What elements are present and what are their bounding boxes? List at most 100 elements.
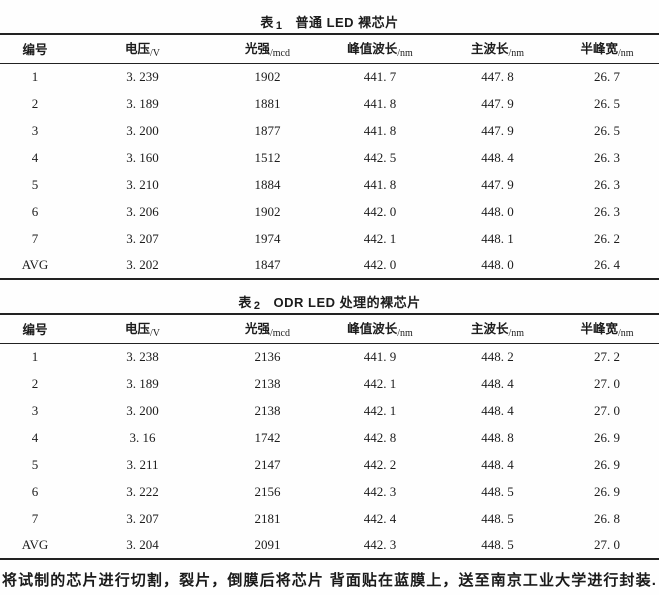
column-unit: /nm bbox=[617, 48, 634, 60]
table-cell: 2091 bbox=[254, 537, 281, 552]
table-cell: 3. 210 bbox=[126, 176, 159, 192]
table-cell: 26. 3 bbox=[594, 176, 620, 192]
table-ordinary-led: 编号 电压/V 光强/mcd 峰值波长/nm 主波长/nm 半峰宽/nm 1 3. 239 1… bbox=[0, 33, 659, 280]
table-cell: 442. 3 bbox=[363, 537, 397, 552]
table-cell: 442. 1 bbox=[363, 375, 397, 391]
table-cell: 3. 238 bbox=[126, 348, 159, 364]
column-unit: /mcd bbox=[270, 328, 290, 340]
column-header: 光强/mcd bbox=[215, 34, 320, 64]
table-cell: 3. 211 bbox=[126, 456, 159, 472]
column-header: 主波长/nm bbox=[440, 34, 555, 64]
table-row: 6 3. 222 2156 442. 3 448. 5 26. 9 bbox=[0, 478, 659, 505]
table-cell: 441. 9 bbox=[363, 348, 397, 364]
table-cell: 1512 bbox=[254, 149, 281, 165]
table-cell: 448. 8 bbox=[481, 429, 514, 445]
table-cell: 3. 202 bbox=[126, 257, 159, 272]
table-cell: 27. 2 bbox=[594, 348, 620, 364]
table-cell: 442. 4 bbox=[363, 510, 397, 526]
table-row: 1 3. 239 1902 441. 7 447. 8 26. 7 bbox=[0, 63, 659, 90]
table-cell: 2138 bbox=[254, 375, 281, 391]
table-cell: 26. 5 bbox=[594, 122, 620, 138]
column-header: 半峰宽/nm bbox=[555, 314, 659, 344]
table-row: 7 3. 207 1974 442. 1 448. 1 26. 2 bbox=[0, 225, 659, 252]
table-cell: 2156 bbox=[254, 483, 281, 499]
table-cell: 447. 9 bbox=[481, 95, 514, 111]
table-cell: 26. 3 bbox=[594, 203, 620, 219]
table-cell: 3. 206 bbox=[126, 203, 159, 219]
table-row: 4 3. 16 1742 442. 8 448. 8 26. 9 bbox=[0, 424, 659, 451]
table-cell: 3. 239 bbox=[126, 68, 159, 84]
column-header: 电压/V bbox=[70, 314, 215, 344]
table-cell: 26. 5 bbox=[594, 95, 620, 111]
table-cell: 26. 4 bbox=[594, 257, 620, 272]
column-label: 电压 bbox=[124, 42, 150, 57]
table-cell: 4 bbox=[31, 429, 39, 445]
column-header: 电压/V bbox=[70, 34, 215, 64]
table1-title-text: 普通 LED 裸芯片 bbox=[295, 15, 399, 30]
column-unit: /V bbox=[150, 328, 160, 340]
column-header: 编号 bbox=[0, 314, 70, 344]
table-cell: 2136 bbox=[254, 348, 281, 364]
body-text-left-column: 将试制的芯片进行切割，裂片，倒膜后将芯片 bbox=[2, 572, 325, 589]
table-row: AVG 3. 202 1847 442. 0 448. 0 26. 4 bbox=[0, 252, 659, 279]
table-cell: 447. 9 bbox=[481, 176, 514, 192]
table-cell: 1 bbox=[31, 68, 39, 84]
table-cell: 442. 2 bbox=[363, 456, 397, 472]
table2-title-prefix: 表 bbox=[238, 295, 252, 310]
table-cell: 1902 bbox=[254, 203, 281, 219]
column-header: 峰值波长/nm bbox=[320, 34, 440, 64]
column-header: 光强/mcd bbox=[215, 314, 320, 344]
table-cell: 442. 5 bbox=[363, 149, 397, 165]
table-cell: 448. 5 bbox=[481, 510, 514, 526]
table-cell: 442. 0 bbox=[363, 203, 397, 219]
table-cell: 447. 9 bbox=[481, 122, 514, 138]
table-cell: 441. 8 bbox=[363, 95, 397, 111]
column-unit: /nm bbox=[617, 328, 634, 340]
table-cell: 27. 0 bbox=[594, 402, 620, 418]
table-cell: 3. 204 bbox=[126, 537, 159, 552]
column-label: 主波长 bbox=[470, 42, 509, 57]
table-cell: 26. 8 bbox=[594, 510, 620, 526]
table-cell: 441. 8 bbox=[363, 176, 397, 192]
table-row: 6 3. 206 1902 442. 0 448. 0 26. 3 bbox=[0, 198, 659, 225]
table-row: AVG 3. 204 2091 442. 3 448. 5 27. 0 bbox=[0, 532, 659, 559]
table-odr-led: 编号 电压/V 光强/mcd 峰值波长/nm 主波长/nm 半峰宽/nm 1 3. 238 2… bbox=[0, 313, 659, 560]
table-cell: 26. 2 bbox=[594, 230, 620, 246]
table-header-row: 编号 电压/V 光强/mcd 峰值波长/nm 主波长/nm 半峰宽/nm bbox=[0, 34, 659, 64]
table-row: 2 3. 189 2138 442. 1 448. 4 27. 0 bbox=[0, 370, 659, 397]
table-cell: 3. 200 bbox=[126, 122, 159, 138]
table-cell: 3. 16 bbox=[129, 429, 156, 445]
column-unit: /nm bbox=[397, 48, 413, 60]
column-label: 峰值波长 bbox=[347, 42, 398, 57]
column-unit: /nm bbox=[508, 48, 525, 60]
column-unit: /mcd bbox=[270, 48, 290, 60]
column-label: 半峰宽 bbox=[580, 42, 618, 57]
table-cell: 448. 4 bbox=[481, 149, 514, 165]
table-cell: AVG bbox=[21, 257, 49, 272]
table-row: 2 3. 189 1881 441. 8 447. 9 26. 5 bbox=[0, 90, 659, 117]
table-cell: 5 bbox=[31, 456, 39, 472]
table-cell: 6 bbox=[31, 483, 39, 499]
table-cell: 3. 207 bbox=[126, 510, 159, 526]
table-cell: 448. 4 bbox=[481, 402, 514, 418]
table-row: 3 3. 200 1877 441. 8 447. 9 26. 5 bbox=[0, 117, 659, 144]
table-cell: 442. 0 bbox=[363, 257, 397, 272]
column-unit: /nm bbox=[397, 328, 413, 340]
table-cell: 2138 bbox=[254, 402, 281, 418]
column-unit: /nm bbox=[508, 328, 525, 340]
column-label: 光强 bbox=[244, 322, 270, 337]
table-cell: 3. 207 bbox=[126, 230, 159, 246]
table-cell: 27. 0 bbox=[594, 375, 620, 391]
table-cell: 26. 7 bbox=[594, 68, 620, 84]
table-cell: 447. 8 bbox=[481, 68, 514, 84]
body-text-right-column: 背面贴在蓝膜上，送至南京工业大学进行封装. bbox=[329, 572, 657, 589]
table-cell: 448. 2 bbox=[481, 348, 514, 364]
column-header: 主波长/nm bbox=[440, 314, 555, 344]
table-cell: 448. 4 bbox=[481, 375, 514, 391]
column-header: 峰值波长/nm bbox=[320, 314, 440, 344]
table-cell: 442. 8 bbox=[363, 429, 397, 445]
table-cell: 26. 9 bbox=[594, 456, 620, 472]
table-cell: 448. 5 bbox=[481, 483, 514, 499]
body-text: 将试制的芯片进行切割，裂片，倒膜后将芯片 背面贴在蓝膜上，送至南京工业大学进行封… bbox=[0, 569, 659, 590]
table-cell: 448. 0 bbox=[481, 203, 514, 219]
